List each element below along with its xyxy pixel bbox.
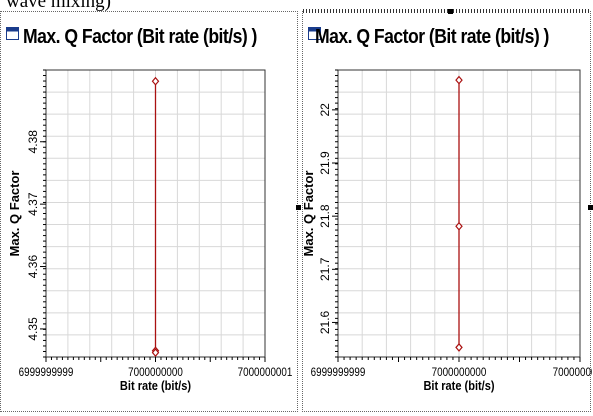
y-axis-label: Max. Q Factor xyxy=(7,171,22,257)
x-tick-label: 7000000001 xyxy=(238,366,293,379)
y-tick-label: 4.38 xyxy=(26,130,40,154)
x-tick-label: 7000000001 xyxy=(553,366,592,379)
chart-panel-right[interactable]: Max. Q Factor (Bit rate (bit/s) ) 699999… xyxy=(302,9,592,412)
data-point xyxy=(455,221,463,231)
y-axis-label: Max. Q Factor xyxy=(303,171,316,257)
y-tick-label: 22 xyxy=(318,103,332,117)
y-tick-label: 21.7 xyxy=(318,257,332,281)
data-point xyxy=(151,348,160,358)
y-tick-label: 4.36 xyxy=(26,255,40,279)
chart-window-icon xyxy=(308,27,321,40)
data-point xyxy=(151,76,160,86)
data-point xyxy=(455,75,463,85)
x-axis-label: Bit rate (bit/s) xyxy=(423,378,494,393)
chart-panel-left[interactable]: Max. Q Factor (Bit rate (bit/s) ) 699999… xyxy=(0,11,298,412)
resize-handle-top[interactable] xyxy=(448,9,453,14)
resize-handle-left[interactable] xyxy=(296,205,301,210)
x-tick-label: 7000000000 xyxy=(432,366,487,379)
y-tick-label: 21.9 xyxy=(318,151,332,175)
header-text: wave mixing) xyxy=(6,0,112,12)
y-tick-label: 4.37 xyxy=(26,192,40,216)
data-point xyxy=(455,343,463,352)
x-tick-label: 6999999999 xyxy=(311,366,366,379)
resize-handle-right[interactable] xyxy=(588,205,593,210)
y-tick-label: 21.8 xyxy=(318,204,332,228)
x-tick-label: 6999999999 xyxy=(19,366,74,379)
y-tick-label: 4.35 xyxy=(26,317,40,341)
chart-right: 6999999999 7000000000 7000000001 21.6 21.7 21… xyxy=(303,69,592,393)
chart-left: 6999999999 7000000000 7000000001 4.35 4.36 4.… xyxy=(7,69,293,393)
x-tick-label: 7000000000 xyxy=(128,366,183,379)
panel-title: Max. Q Factor (Bit rate (bit/s) ) xyxy=(23,26,257,48)
y-tick-label: 21.6 xyxy=(318,310,332,334)
chart-window-icon xyxy=(6,27,19,40)
x-axis-label: Bit rate (bit/s) xyxy=(120,378,191,393)
panel-title: Max. Q Factor (Bit rate (bit/s) ) xyxy=(315,26,549,48)
